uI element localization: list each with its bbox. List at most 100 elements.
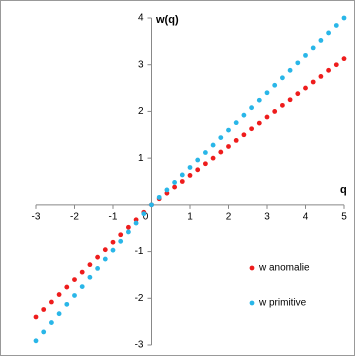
y-tick-label: 4 — [138, 13, 144, 24]
data-point — [149, 202, 154, 208]
x-tick-label: 5 — [341, 211, 347, 222]
data-point — [95, 265, 100, 271]
data-point — [341, 15, 347, 21]
data-point — [102, 256, 108, 262]
data-point — [72, 277, 77, 282]
legend-marker — [249, 265, 255, 271]
data-point — [195, 157, 201, 163]
y-tick-label: 3 — [138, 59, 144, 70]
data-point — [272, 82, 278, 88]
data-point — [210, 155, 216, 161]
data-point — [164, 187, 170, 193]
data-point — [218, 135, 224, 140]
data-point — [210, 142, 216, 148]
data-point — [125, 224, 131, 230]
data-point — [110, 239, 116, 245]
x-tick-label: 0 — [143, 211, 149, 222]
legend-label: w anomalie — [258, 263, 310, 274]
data-point — [102, 247, 108, 253]
data-point — [125, 229, 131, 235]
data-point — [303, 85, 308, 91]
data-point — [272, 109, 278, 114]
data-point — [287, 67, 293, 73]
data-point — [87, 274, 93, 280]
data-point — [79, 284, 85, 290]
data-point — [318, 38, 324, 43]
data-point — [133, 220, 139, 226]
data-point — [49, 299, 54, 305]
data-point — [187, 165, 193, 170]
x-axis-title: q — [340, 184, 347, 196]
data-point — [233, 137, 239, 143]
data-point — [41, 307, 47, 312]
data-point — [172, 184, 178, 190]
y-tick-label: 1 — [138, 153, 144, 164]
data-point — [172, 180, 178, 185]
data-point — [333, 62, 339, 68]
y-tick-label: -2 — [135, 293, 144, 304]
data-point — [87, 262, 93, 268]
data-point — [333, 23, 339, 28]
y-tick-label: 2 — [138, 106, 144, 117]
data-point — [33, 314, 39, 320]
data-point — [56, 311, 62, 317]
data-point — [110, 247, 116, 253]
data-point — [326, 30, 331, 36]
data-point — [118, 232, 124, 238]
data-point — [310, 45, 316, 51]
legend-marker — [249, 300, 255, 306]
data-point — [303, 52, 308, 58]
data-point — [64, 301, 70, 307]
data-point — [318, 73, 324, 79]
data-point — [249, 105, 255, 111]
data-point — [256, 97, 262, 103]
data-point — [226, 127, 231, 133]
data-point — [241, 112, 247, 118]
data-point — [310, 79, 316, 85]
data-point — [295, 60, 301, 66]
y-tick-label: -1 — [135, 246, 144, 257]
x-tick-label: 2 — [226, 211, 232, 222]
data-point — [203, 161, 208, 167]
data-point — [326, 67, 331, 73]
y-tick-label: -3 — [135, 340, 144, 351]
data-point — [49, 320, 54, 325]
x-tick-label: -3 — [32, 211, 41, 222]
data-point — [64, 284, 70, 290]
data-point — [341, 56, 347, 62]
data-point — [226, 144, 231, 149]
data-point — [79, 269, 85, 275]
data-point — [280, 75, 285, 81]
data-point — [264, 114, 270, 120]
data-point — [233, 120, 239, 126]
data-point — [241, 132, 247, 138]
data-point — [187, 173, 193, 178]
data-point — [56, 292, 62, 297]
data-point — [118, 238, 124, 244]
data-point — [195, 167, 201, 173]
data-point — [203, 150, 208, 155]
y-axis-title: w(q) — [155, 14, 179, 26]
data-point — [95, 254, 100, 260]
x-tick-label: -1 — [109, 211, 118, 222]
data-point — [72, 293, 77, 298]
data-point — [179, 179, 185, 184]
x-tick-label: 3 — [264, 211, 270, 222]
x-tick-label: 1 — [187, 211, 193, 222]
data-point — [256, 120, 262, 126]
data-point — [179, 172, 185, 178]
data-point — [33, 338, 39, 344]
data-point — [41, 329, 47, 335]
data-point — [156, 194, 162, 200]
x-tick-label: 4 — [303, 211, 309, 222]
data-point — [249, 126, 255, 132]
legend-label: w primitive — [258, 298, 307, 309]
x-tick-label: -2 — [70, 211, 79, 222]
data-point — [280, 102, 285, 108]
data-point — [141, 211, 147, 217]
data-point — [264, 90, 270, 96]
data-point — [295, 91, 301, 97]
data-point — [287, 97, 293, 103]
data-point — [218, 149, 224, 155]
